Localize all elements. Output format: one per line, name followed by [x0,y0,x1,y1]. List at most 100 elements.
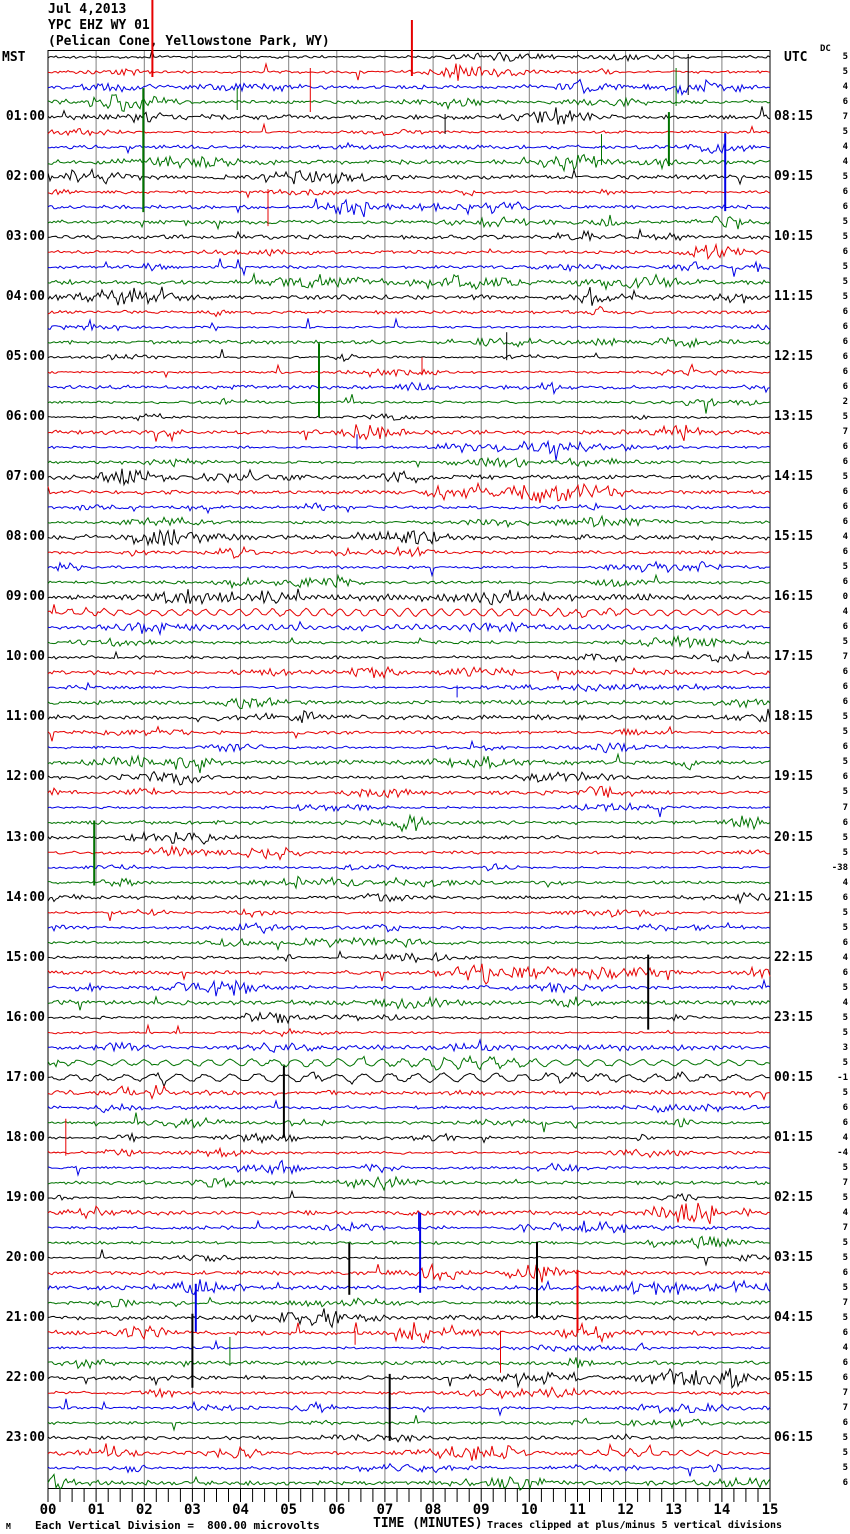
mst-hour-label: 21:00 [5,1309,45,1325]
dc-offset-value: 6 [842,322,848,333]
seismo-trace [47,588,771,606]
dc-offset-value: 6 [842,352,848,363]
minute-tick-label: 10 [520,1502,538,1518]
dc-offset-value: 7 [842,1177,848,1188]
dc-offset-value: 3 [842,1042,848,1053]
seismogram-plot [47,0,771,1504]
dc-offset-value: 6 [842,382,848,393]
seismo-trace [47,725,771,742]
mst-hour-label: 19:00 [5,1189,45,1205]
scale-note: Each Vertical Division = 800.00 microvol… [35,1519,320,1532]
dc-offset-value: 5 [842,232,848,243]
dc-offset-value: 5 [842,67,848,77]
seismo-trace [47,122,771,137]
dc-offset-value: 6 [842,667,848,678]
mst-hour-label: 07:00 [5,469,45,485]
dc-offset-value: 7 [842,1297,848,1308]
dc-offset-value: 6 [842,247,848,258]
dc-offset-value: 5 [842,712,848,723]
mst-hour-label: 09:00 [5,589,45,605]
dc-offset-value: 5 [842,217,848,228]
seismo-trace [47,317,771,332]
seismo-trace [47,481,771,504]
seismo-trace [47,528,771,547]
seismo-trace [47,770,771,786]
dc-offset-value: 5 [842,847,848,858]
watermark-logo: M [6,1522,11,1531]
utc-hour-label: 11:15 [774,289,814,305]
seismo-trace [47,1249,771,1267]
seismo-trace [47,439,771,461]
dc-offset-value: 4 [842,952,848,963]
seismo-trace [47,363,771,379]
header-station: YPC EHZ WY 01 [48,18,150,33]
seismo-trace [47,1146,771,1159]
header-location: (Pelican Cone, Yellowstone Park, WY) [48,34,330,49]
utc-hour-label: 17:15 [774,649,814,665]
dc-offset-value: 6 [842,1372,848,1383]
seismo-trace [47,785,771,799]
dc-offset-value: 5 [842,52,848,62]
seismo-trace [47,106,771,125]
seismo-trace [47,1357,771,1370]
seismo-trace [47,949,771,964]
seismo-trace [47,1398,771,1417]
dc-offset-value: 4 [842,877,848,888]
dc-offset-value: 6 [842,517,848,528]
dc-offset-value: 5 [842,262,848,273]
seismo-trace [47,1462,771,1477]
utc-hour-label: 16:15 [774,589,814,605]
minute-tick-label: 01 [87,1502,105,1518]
dc-offset-value: 5 [842,1027,848,1038]
minute-tick-label: 14 [713,1502,731,1518]
seismo-trace [47,153,771,173]
dc-offset-value: 4 [842,157,848,168]
dc-offset-value: 5 [842,1057,848,1068]
dc-offset-value: 5 [842,832,848,843]
dc-offset-value: 7 [842,1402,848,1413]
utc-hour-label: 03:15 [774,1249,814,1265]
seismo-trace [47,1442,771,1461]
seismo-trace [47,141,771,155]
dc-offset-value: 4 [842,142,848,153]
seismo-trace [47,560,771,578]
mst-axis-label: MST [2,50,26,65]
utc-hour-label: 23:15 [774,1009,814,1025]
dc-offset-value: 7 [842,427,848,438]
seismo-trace [47,604,771,619]
dc-offset-value: 5 [842,127,848,138]
mst-hour-label: 10:00 [5,649,45,665]
seismo-trace [47,1433,771,1443]
dc-offset-value: 5 [842,1237,848,1248]
seismo-trace [47,665,771,682]
utc-hour-label: 12:15 [774,349,814,365]
dc-offset-value: 6 [842,367,848,378]
dc-offset-value: 5 [842,757,848,768]
seismo-trace [47,1112,771,1133]
mst-hour-label: 18:00 [5,1129,45,1145]
dc-offset-value: 6 [842,202,848,213]
seismo-trace [47,394,771,414]
utc-hour-label: 21:15 [774,889,814,905]
dc-offset-value: 6 [842,1357,848,1368]
utc-hour-label: 06:15 [774,1429,814,1445]
seismo-trace [47,1023,771,1038]
seismo-trace [47,1175,771,1192]
seismo-trace [47,963,771,985]
minute-tick-label: 09 [472,1502,490,1518]
dc-offset-value: 6 [842,502,848,513]
dc-offset-value: 5 [842,907,848,918]
dc-offset-value: 5 [842,1252,848,1263]
seismo-trace [47,1131,771,1145]
seismo-trace [47,907,771,922]
mst-hour-label: 03:00 [5,229,45,245]
dc-offset-value: 7 [842,1222,848,1233]
seismo-trace [47,1262,771,1283]
dc-offset-value: 6 [842,337,848,348]
seismo-trace [47,697,771,710]
seismo-trace [47,286,771,306]
seismo-trace [47,1308,771,1329]
seismo-trace [47,349,771,363]
dc-offset-value: 6 [842,697,848,708]
